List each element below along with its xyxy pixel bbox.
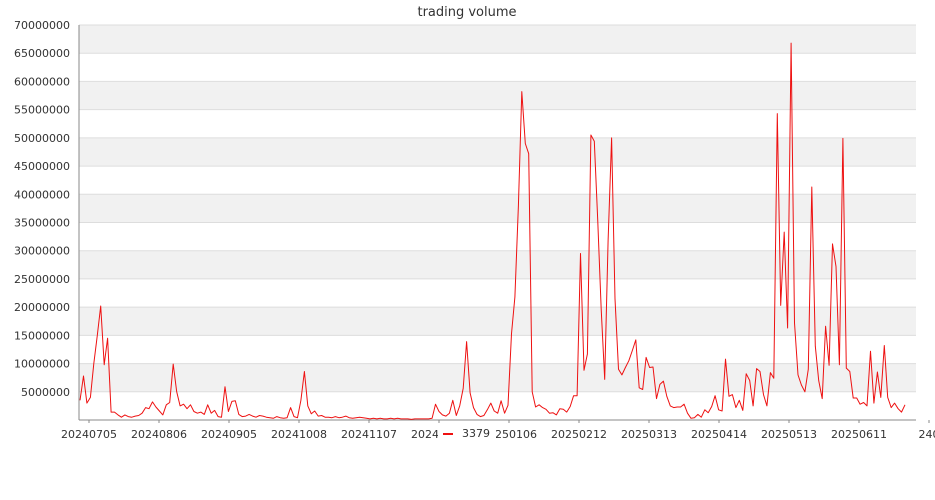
y-tick-label: 40000000: [14, 188, 70, 201]
chart-title: trading volume: [417, 5, 516, 20]
x-tick-label: 20250414: [691, 428, 747, 441]
x-axis-tick-labels: 20240705 20240806 20240905 20241008 20241107…: [61, 420, 935, 441]
y-tick-label: 5000000: [21, 386, 70, 399]
y-tick-label: 20000000: [14, 301, 70, 314]
y-axis-tick-labels: 5000000 10000000 15000000 20000000 25000000 3…: [14, 19, 70, 399]
grid-band: [79, 250, 916, 279]
x-tick-label: 20250611: [831, 428, 887, 441]
legend-background: [438, 427, 496, 441]
x-tick-label: 20240905: [201, 428, 257, 441]
series-layer: [79, 42, 906, 420]
y-tick-label: 70000000: [14, 19, 70, 32]
x-tick-label: 20241107: [341, 428, 397, 441]
grid-band: [79, 137, 916, 167]
y-tick-label: 55000000: [14, 104, 70, 117]
series-line-3379: [79, 42, 906, 420]
y-tick-label: 25000000: [14, 273, 70, 286]
y-tick-label: 30000000: [14, 245, 70, 258]
grid-band: [79, 81, 916, 110]
grid-band: [79, 25, 916, 54]
x-tick-label: 20240806: [131, 428, 187, 441]
x-tick-label: 20250313: [621, 428, 677, 441]
y-tick-label: 65000000: [14, 47, 70, 60]
y-tick-label: 15000000: [14, 329, 70, 342]
x-tick-label: 20240705: [61, 428, 117, 441]
x-tick-label: 240: [919, 428, 935, 441]
x-tick-label: 20241008: [271, 428, 327, 441]
legend-label-3379: 3379: [462, 427, 490, 440]
y-tick-label: 50000000: [14, 132, 70, 145]
x-tick-label: 20250513: [761, 428, 817, 441]
y-tick-label: 10000000: [14, 358, 70, 371]
grid-band: [79, 194, 916, 223]
x-tick-label: 20250212: [551, 428, 607, 441]
y-tick-label: 45000000: [14, 160, 70, 173]
grid-band: [79, 307, 916, 336]
y-tick-label: 60000000: [14, 75, 70, 88]
grid-band: [79, 363, 916, 392]
legend[interactable]: 3379: [438, 427, 496, 441]
y-tick-label: 35000000: [14, 217, 70, 230]
